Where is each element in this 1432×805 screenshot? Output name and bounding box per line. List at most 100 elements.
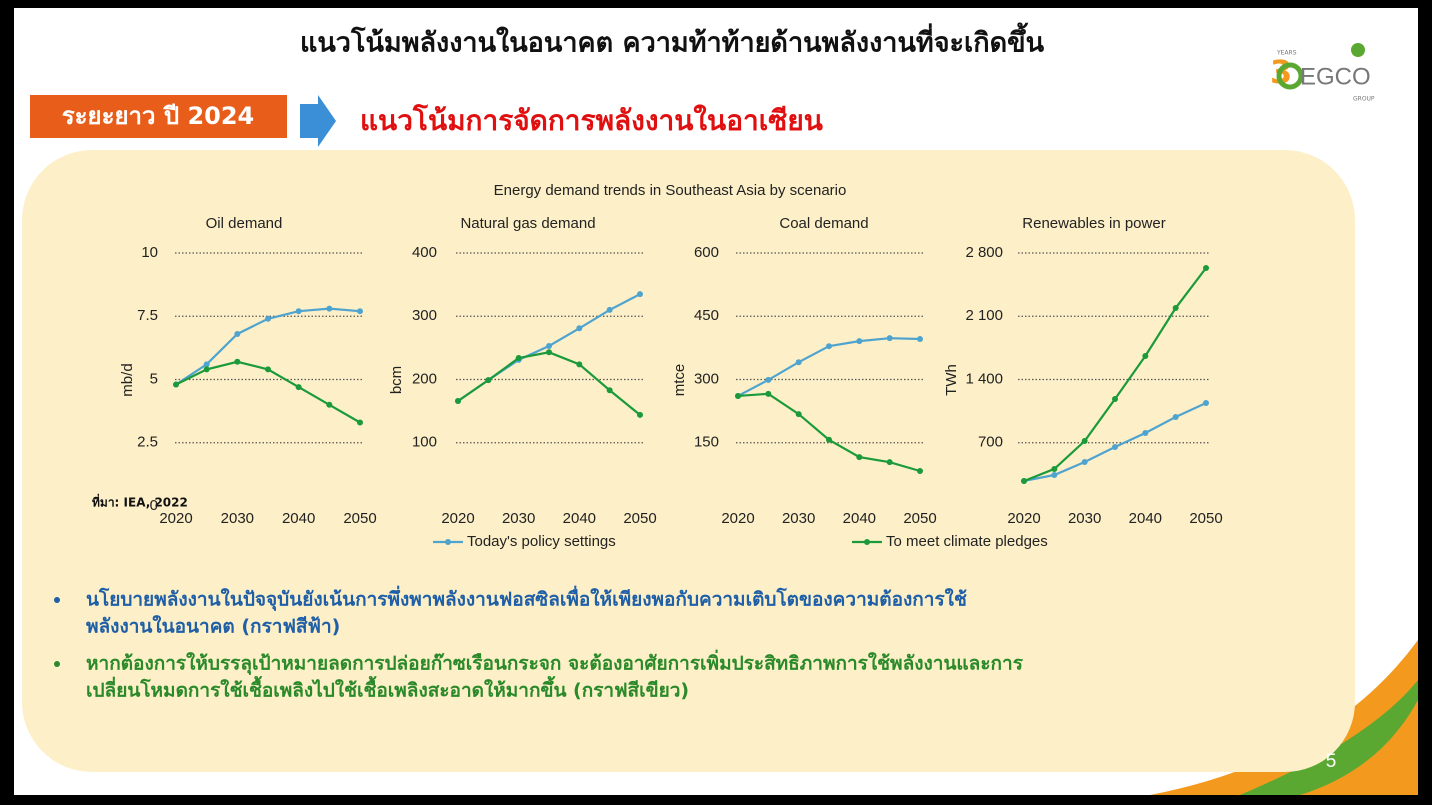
point bbox=[485, 377, 492, 384]
point bbox=[886, 459, 893, 466]
x-tick-label: 2020 bbox=[441, 510, 474, 527]
point bbox=[795, 359, 802, 366]
source: ที่มา: IEA, 2022 bbox=[92, 494, 188, 510]
page-number: 5 bbox=[1326, 751, 1337, 772]
bullet-text: หากต้องการให้บรรลุเป้าหมายลดการปล่อยก๊าซ… bbox=[86, 650, 1024, 676]
x-tick-label: 2050 bbox=[623, 510, 656, 527]
point bbox=[357, 419, 363, 426]
point bbox=[637, 291, 643, 298]
bullet-text: พลังงานในอนาคต (กราฟสีฟ้า) bbox=[86, 615, 340, 638]
point bbox=[1112, 443, 1118, 450]
x-tick-label: 2020 bbox=[721, 510, 754, 527]
y-axis-label: mtce bbox=[671, 364, 688, 397]
point bbox=[1203, 399, 1209, 406]
point bbox=[795, 411, 802, 418]
y-axis-label: mb/d bbox=[119, 363, 136, 396]
slide-title: แนวโน้มพลังงานในอนาคต ความท้าท้ายด้านพลั… bbox=[300, 22, 1045, 59]
point bbox=[735, 392, 741, 399]
point bbox=[917, 468, 923, 475]
point bbox=[826, 343, 832, 350]
subplot-title: Renewables in power bbox=[1022, 215, 1165, 232]
subtitle: แนวโน้มการจัดการพลังงานในอาเซียน bbox=[360, 103, 823, 137]
logo: 3 YEARS EGCO GROUP bbox=[1270, 43, 1375, 103]
badge bbox=[30, 95, 287, 138]
y-tick-label: 10 bbox=[141, 244, 158, 261]
x-tick-label: 2030 bbox=[502, 510, 535, 527]
point bbox=[357, 308, 363, 315]
point bbox=[826, 436, 832, 443]
y-tick-label: 150 bbox=[694, 434, 719, 451]
point bbox=[295, 384, 302, 391]
subplot-title: Oil demand bbox=[206, 215, 283, 232]
point bbox=[1142, 353, 1149, 360]
logo-group: GROUP bbox=[1353, 96, 1375, 103]
point bbox=[1021, 477, 1027, 484]
point bbox=[1142, 429, 1149, 436]
x-tick-label: 2050 bbox=[903, 510, 936, 527]
point bbox=[606, 387, 613, 394]
y-tick-label: 2 100 bbox=[965, 307, 1003, 324]
point bbox=[1172, 413, 1179, 420]
y-tick-label: 300 bbox=[694, 370, 719, 387]
point bbox=[265, 315, 271, 322]
y-tick-label: 1 400 bbox=[965, 370, 1003, 387]
point bbox=[1051, 472, 1058, 479]
legend-label: To meet climate pledges bbox=[886, 533, 1048, 550]
logo-flower bbox=[1351, 43, 1365, 57]
x-tick-label: 2020 bbox=[1007, 510, 1040, 527]
bullet-text: นโยบายพลังงานในปัจจุบันยังเน้นการพึ่งพาพ… bbox=[86, 586, 967, 612]
point bbox=[917, 336, 923, 343]
point bbox=[295, 308, 302, 315]
bullet-dot bbox=[54, 661, 60, 667]
y-tick-label: 2 800 bbox=[965, 244, 1003, 261]
x-tick-label: 2040 bbox=[1129, 510, 1162, 527]
point bbox=[606, 306, 613, 313]
x-tick-label: 2030 bbox=[221, 510, 254, 527]
panel bbox=[22, 150, 1355, 772]
point bbox=[326, 305, 333, 312]
point bbox=[1051, 465, 1058, 472]
badge-text: ระยะยาว ปี 2024 bbox=[62, 102, 255, 130]
y-tick-label: 100 bbox=[412, 434, 437, 451]
y-tick-label: 600 bbox=[694, 244, 719, 261]
legend-label: Today's policy settings bbox=[467, 533, 616, 550]
point bbox=[203, 366, 210, 373]
point bbox=[856, 338, 863, 345]
point bbox=[1172, 305, 1179, 312]
y-tick-label: 400 bbox=[412, 244, 437, 261]
x-tick-label: 2040 bbox=[282, 510, 315, 527]
x-tick-label: 2040 bbox=[843, 510, 876, 527]
point bbox=[455, 398, 461, 405]
y-tick-label: 450 bbox=[694, 307, 719, 324]
figure-title: Energy demand trends in Southeast Asia b… bbox=[494, 182, 847, 199]
point bbox=[265, 366, 271, 373]
y-tick-label: 700 bbox=[978, 434, 1003, 451]
point bbox=[1203, 264, 1209, 271]
x-tick-label: 2030 bbox=[782, 510, 815, 527]
point bbox=[637, 411, 643, 418]
point bbox=[234, 330, 241, 337]
y-tick-label: 200 bbox=[412, 370, 437, 387]
point bbox=[765, 376, 772, 383]
bullet-text: เปลี่ยนโหมดการใช้เชื้อเพลิงไปใช้เชื้อเพล… bbox=[86, 676, 689, 702]
logo-mark bbox=[1276, 62, 1304, 90]
legend-dot bbox=[445, 539, 451, 545]
x-tick-label: 2020 bbox=[159, 510, 192, 527]
y-tick-label: 2.5 bbox=[137, 434, 158, 451]
point bbox=[1112, 396, 1118, 403]
point bbox=[886, 335, 893, 342]
y-axis-label: TWh bbox=[943, 364, 960, 396]
point bbox=[546, 342, 552, 349]
y-tick-label: 300 bbox=[412, 307, 437, 324]
point bbox=[546, 349, 552, 356]
arrow bbox=[300, 95, 336, 147]
subplot-title: Natural gas demand bbox=[460, 215, 595, 232]
point bbox=[1081, 438, 1088, 445]
y-tick-label: 0 bbox=[150, 497, 158, 514]
logo-years: YEARS bbox=[1276, 50, 1297, 57]
swoosh bbox=[1240, 680, 1418, 795]
y-tick-label: 5 bbox=[150, 370, 158, 387]
bullet-dot bbox=[54, 597, 60, 603]
